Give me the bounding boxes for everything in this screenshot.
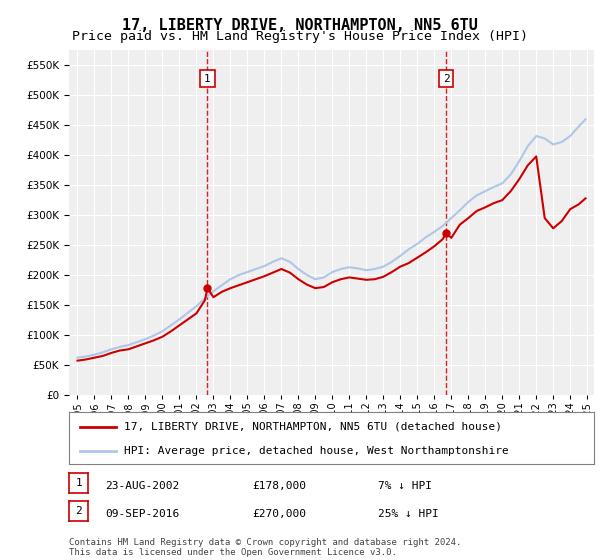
Text: HPI: Average price, detached house, West Northamptonshire: HPI: Average price, detached house, West… — [124, 446, 509, 456]
Text: Price paid vs. HM Land Registry's House Price Index (HPI): Price paid vs. HM Land Registry's House … — [72, 30, 528, 43]
Text: 17, LIBERTY DRIVE, NORTHAMPTON, NN5 6TU (detached house): 17, LIBERTY DRIVE, NORTHAMPTON, NN5 6TU … — [124, 422, 502, 432]
Text: Contains HM Land Registry data © Crown copyright and database right 2024.
This d: Contains HM Land Registry data © Crown c… — [69, 538, 461, 557]
Text: 09-SEP-2016: 09-SEP-2016 — [105, 509, 179, 519]
Text: 2: 2 — [75, 506, 82, 516]
Text: 7% ↓ HPI: 7% ↓ HPI — [378, 481, 432, 491]
Text: 1: 1 — [204, 73, 211, 83]
Text: 17, LIBERTY DRIVE, NORTHAMPTON, NN5 6TU: 17, LIBERTY DRIVE, NORTHAMPTON, NN5 6TU — [122, 18, 478, 33]
Text: £270,000: £270,000 — [252, 509, 306, 519]
Text: 1: 1 — [75, 478, 82, 488]
Text: 25% ↓ HPI: 25% ↓ HPI — [378, 509, 439, 519]
Text: 2: 2 — [443, 73, 449, 83]
Text: 23-AUG-2002: 23-AUG-2002 — [105, 481, 179, 491]
Text: £178,000: £178,000 — [252, 481, 306, 491]
